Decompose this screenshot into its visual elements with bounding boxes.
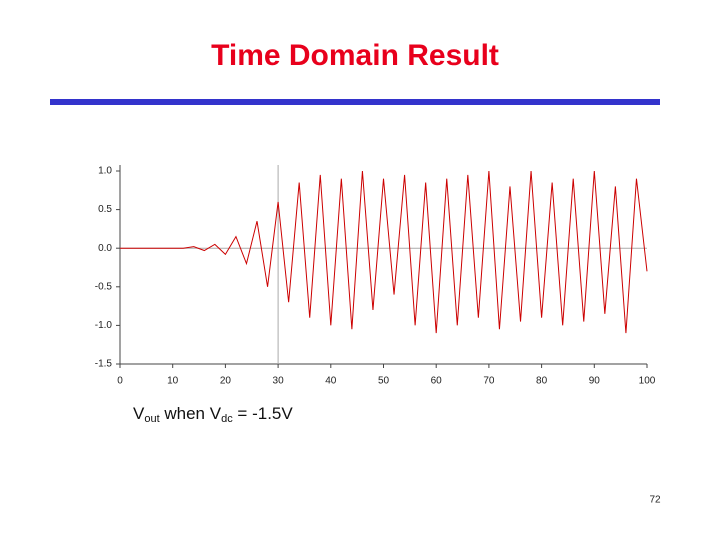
x-tick-label: 10 xyxy=(167,376,179,387)
x-tick-label: 60 xyxy=(431,376,443,387)
caption-sub: dc xyxy=(221,413,233,425)
waveform xyxy=(120,170,648,334)
slide-title: Time Domain Result xyxy=(211,39,499,72)
y-tick-label: -1.0 xyxy=(95,320,113,331)
y-tick-label: -1.5 xyxy=(95,359,113,370)
x-tick-label: 50 xyxy=(378,376,390,387)
y-tick-label: -0.5 xyxy=(95,281,113,292)
caption-v: V xyxy=(133,404,145,423)
y-tick-label: 0.0 xyxy=(98,243,112,254)
title-rule xyxy=(50,99,660,105)
x-tick-label: 80 xyxy=(536,376,548,387)
x-tick-label: 20 xyxy=(220,376,232,387)
y-tick-label: 0.5 xyxy=(98,204,112,215)
y-tick-label: 1.0 xyxy=(98,166,112,177)
x-tick-label: 40 xyxy=(325,376,337,387)
caption-text: when V xyxy=(160,404,222,423)
x-tick-label: 100 xyxy=(639,376,656,387)
caption: Vout when Vdc = -1.5V xyxy=(133,404,293,424)
page-number: 72 xyxy=(649,495,661,506)
caption-text: = -1.5V xyxy=(233,404,294,423)
caption-sub: out xyxy=(144,413,159,425)
x-tick-label: 70 xyxy=(483,376,495,387)
x-tick-label: 90 xyxy=(589,376,601,387)
x-tick-label: 30 xyxy=(273,376,285,387)
x-tick-label: 0 xyxy=(117,376,123,387)
